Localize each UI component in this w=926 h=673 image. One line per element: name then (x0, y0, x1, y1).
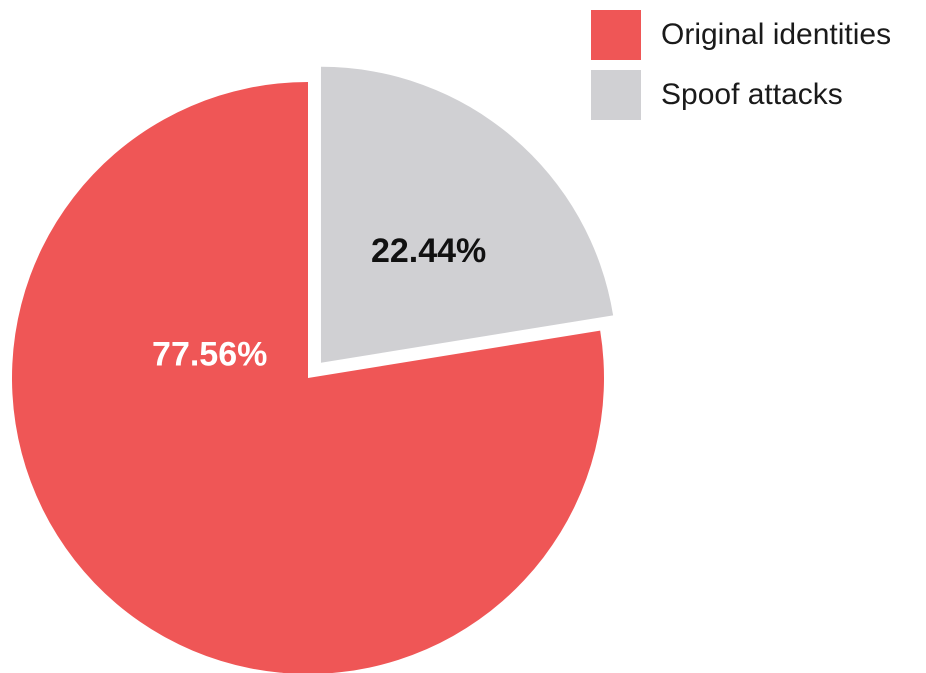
pie-labels: 77.56% 22.44% (152, 232, 486, 374)
legend-swatch-spoof-attacks (591, 70, 641, 120)
pie-slices (12, 66, 614, 673)
legend-item-spoof-attacks: Spoof attacks (591, 67, 891, 123)
pie-slice-spoof-attacks (320, 66, 614, 363)
legend-swatch-original-identities (591, 10, 641, 60)
pie-label-original-identities: 77.56% (152, 335, 267, 373)
legend: Original identities Spoof attacks (591, 7, 891, 127)
pie-slice-original-identities (12, 82, 604, 673)
legend-label-spoof-attacks: Spoof attacks (661, 78, 843, 111)
legend-label-original-identities: Original identities (661, 18, 892, 51)
pie-label-spoof-attacks: 22.44% (371, 232, 486, 270)
legend-item-original-identities: Original identities (591, 7, 891, 63)
